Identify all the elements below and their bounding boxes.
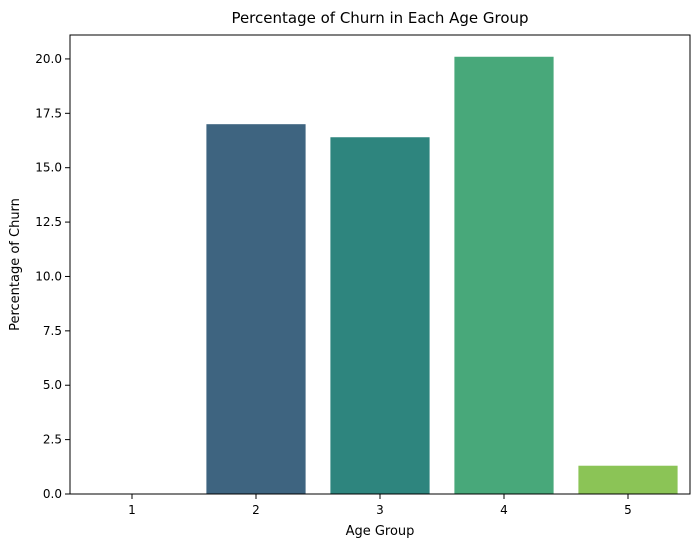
x-tick-label: 4 [500, 503, 508, 517]
x-tick-label: 3 [376, 503, 384, 517]
x-tick-label: 5 [624, 503, 632, 517]
y-tick-label: 17.5 [35, 106, 62, 120]
y-tick-label: 12.5 [35, 215, 62, 229]
y-tick-label: 2.5 [43, 433, 62, 447]
plot-area-frame [69, 34, 691, 495]
x-axis-label: Age Group [346, 524, 415, 539]
y-tick-label: 10.0 [35, 269, 62, 283]
bar-age-group-4 [454, 56, 554, 495]
bar-age-group-3 [330, 137, 430, 494]
y-tick-label: 20.0 [35, 52, 62, 66]
y-axis-label: Percentage of Churn [8, 198, 23, 331]
bar-age-group-2 [206, 124, 306, 494]
bars-layer [206, 56, 678, 495]
x-tick-label: 2 [252, 503, 260, 517]
y-axis-ticks: 0.0 2.5 5.0 7.5 10.0 12.5 15.0 17.5 20.0 [35, 52, 70, 501]
bar-age-group-5 [578, 465, 678, 494]
y-tick-label: 15.0 [35, 161, 62, 175]
x-axis-ticks: 1 2 3 4 5 [128, 494, 632, 517]
chart-title: Percentage of Churn in Each Age Group [231, 9, 528, 27]
y-tick-label: 7.5 [43, 324, 62, 338]
x-tick-label: 1 [128, 503, 136, 517]
y-tick-label: 0.0 [43, 487, 62, 501]
y-tick-label: 5.0 [43, 378, 62, 392]
